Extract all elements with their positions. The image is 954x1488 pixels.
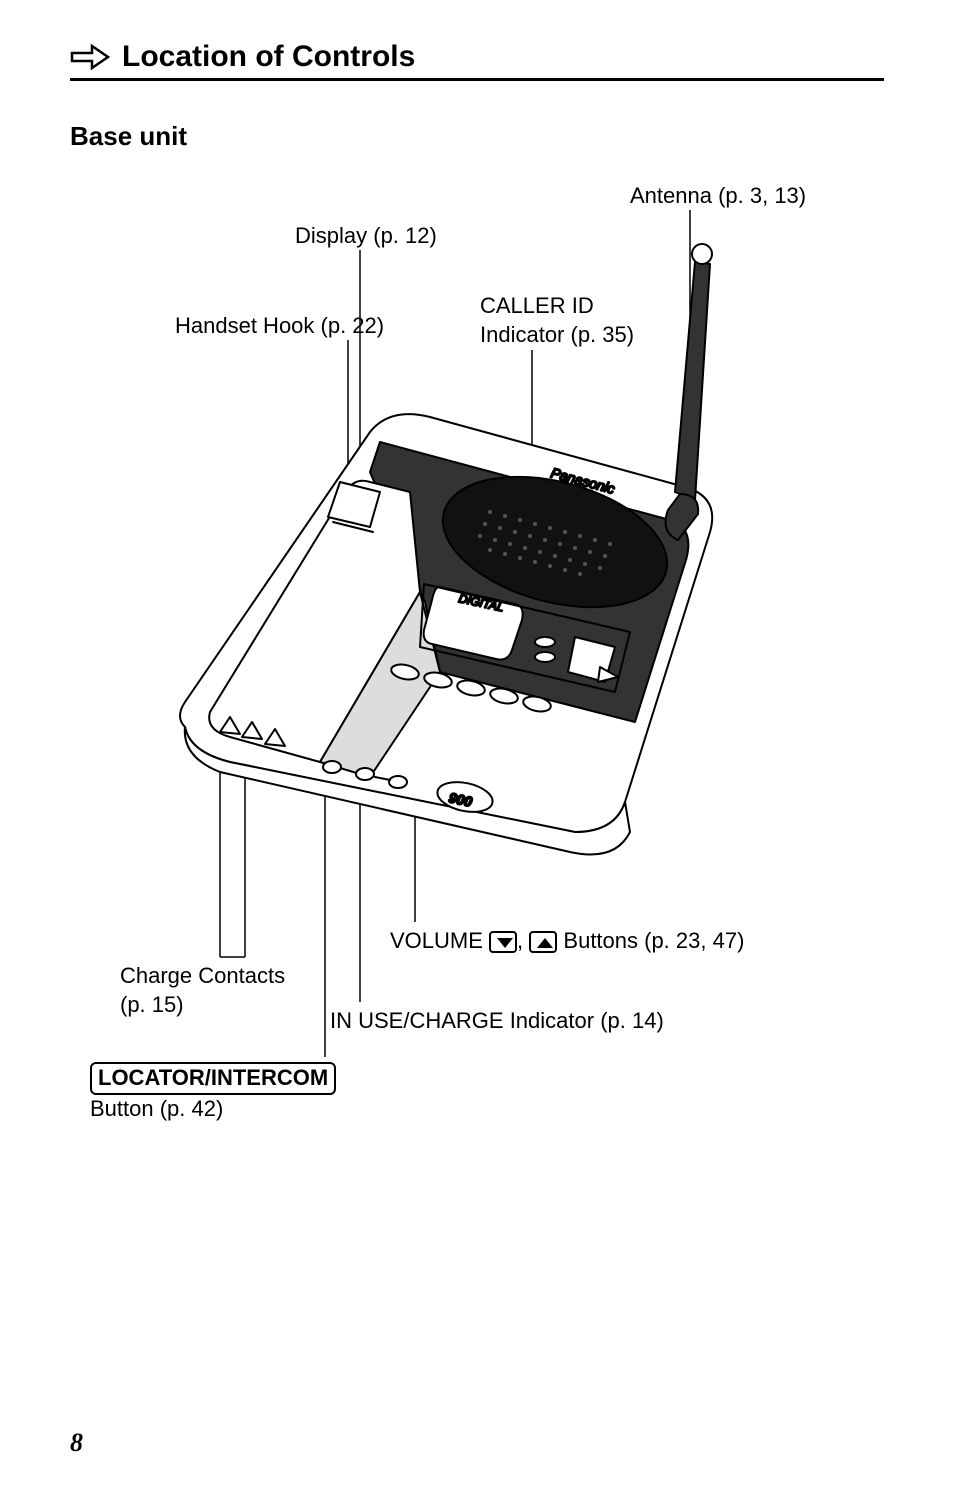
header-rule — [70, 78, 884, 81]
label-caller-id-l1: CALLER ID — [480, 293, 594, 318]
label-charge-l1: Charge Contacts — [120, 963, 285, 988]
label-volume-post: Buttons (p. 23, 47) — [563, 928, 744, 953]
page-number: 8 — [70, 1428, 83, 1458]
page-title: Location of Controls — [122, 40, 415, 74]
label-caller-id-l2: Indicator (p. 35) — [480, 322, 634, 347]
label-locator-box: LOCATOR/INTERCOM — [90, 1062, 336, 1095]
label-in-use: IN USE/CHARGE Indicator (p. 14) — [330, 1007, 664, 1036]
label-locator-sub: Button (p. 42) — [90, 1096, 223, 1121]
label-charge-contacts: Charge Contacts (p. 15) — [120, 962, 285, 1019]
label-display: Display (p. 12) — [295, 222, 437, 251]
label-charge-l2: (p. 15) — [120, 992, 184, 1017]
volume-down-icon — [489, 931, 517, 953]
label-antenna: Antenna (p. 3, 13) — [630, 182, 806, 211]
svg-text:900: 900 — [447, 789, 473, 810]
arrow-icon — [70, 43, 110, 71]
section-subtitle: Base unit — [70, 121, 884, 152]
diagram-area: Antenna (p. 3, 13) Display (p. 12) CALLE… — [70, 172, 884, 1232]
svg-text:DIGITAL: DIGITAL — [457, 591, 505, 614]
label-volume: VOLUME , Buttons (p. 23, 47) — [390, 927, 744, 956]
volume-up-icon — [529, 931, 557, 953]
label-caller-id: CALLER ID Indicator (p. 35) — [480, 292, 634, 349]
label-locator: LOCATOR/INTERCOM Button (p. 42) — [90, 1062, 336, 1123]
svg-text:Panasonic: Panasonic — [549, 464, 616, 496]
page-header: Location of Controls — [70, 40, 884, 74]
label-volume-pre: VOLUME — [390, 928, 483, 953]
label-handset-hook: Handset Hook (p. 22) — [175, 312, 384, 341]
